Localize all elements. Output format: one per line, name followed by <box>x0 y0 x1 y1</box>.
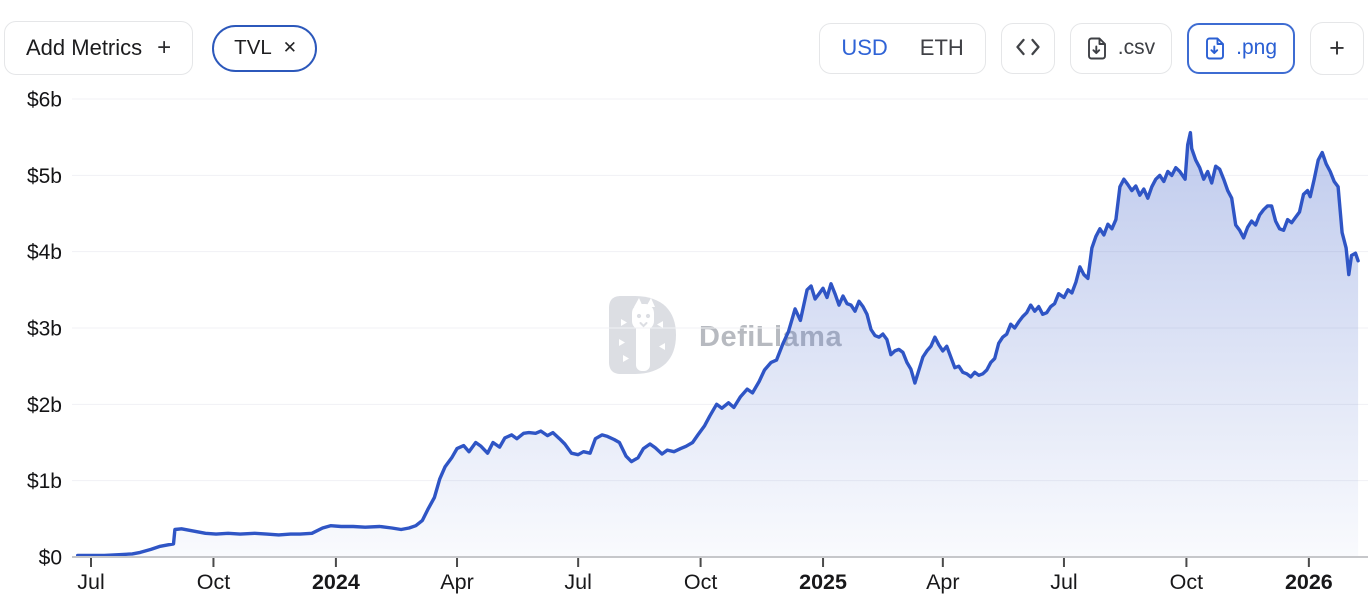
y-axis-tick-label: $0 <box>39 547 62 570</box>
y-axis-tick-label: $3b <box>27 318 62 341</box>
toolbar-right-group: USD ETH . <box>819 21 1364 75</box>
plus-icon: + <box>1329 32 1345 63</box>
embed-chart-button[interactable] <box>1000 22 1055 74</box>
add-metrics-button[interactable]: Add Metrics + <box>4 21 194 75</box>
defillama-logo-icon <box>607 295 677 380</box>
x-axis-tick-label: Jul <box>1050 570 1077 594</box>
x-axis <box>72 556 1368 567</box>
x-axis-tick-label: Apr <box>926 570 959 594</box>
x-axis-tick-label: 2026 <box>1285 570 1333 594</box>
currency-toggle: USD ETH <box>819 22 986 74</box>
x-axis-tick-label: Jul <box>564 570 591 594</box>
y-axis-labels: $0 $1b $2b $3b $4b $5b $6b <box>27 89 62 570</box>
x-axis-tick-label: Jul <box>77 570 104 594</box>
x-axis-tick-label: Oct <box>684 570 717 594</box>
x-axis-labels: Jul Oct 2024 Apr Jul Oct 2025 Apr Jul Oct 2026 <box>77 570 1333 594</box>
y-axis-tick-label: $6b <box>27 89 62 112</box>
png-label: .png <box>1236 36 1277 59</box>
file-download-icon <box>1087 37 1108 60</box>
close-icon[interactable]: ✕ <box>282 38 298 57</box>
x-axis-tick-label: 2025 <box>799 570 847 594</box>
download-png-button[interactable]: .png <box>1187 22 1295 74</box>
toolbar-left-group: Add Metrics + TVL ✕ <box>4 21 318 75</box>
x-axis-tick-label: 2024 <box>312 570 360 594</box>
y-axis-tick-label: $2b <box>27 394 62 417</box>
x-axis-tick-label: Oct <box>1170 570 1203 594</box>
y-axis-tick-label: $4b <box>27 241 62 264</box>
csv-label: .csv <box>1117 36 1156 59</box>
metric-pill-label: TVL <box>234 36 272 59</box>
add-chart-button[interactable]: + <box>1310 21 1364 75</box>
x-axis-tick-label: Apr <box>440 570 473 594</box>
tvl-line <box>76 130 1360 558</box>
plus-icon: + <box>157 34 172 61</box>
x-axis-tick-label: Oct <box>197 570 230 594</box>
add-metrics-label: Add Metrics <box>26 35 143 60</box>
tvl-area-fill <box>77 132 1359 557</box>
metric-pill-tvl[interactable]: TVL ✕ <box>212 24 318 72</box>
tvl-line-path <box>76 130 1360 558</box>
embed-code-icon <box>1015 38 1041 59</box>
chart-toolbar: Add Metrics + TVL ✕ USD ETH <box>0 0 1368 84</box>
currency-eth-button[interactable]: ETH <box>905 35 979 61</box>
y-axis-tick-label: $5b <box>27 165 62 188</box>
currency-usd-button[interactable]: USD <box>826 35 902 61</box>
download-csv-button[interactable]: .csv <box>1069 22 1173 74</box>
y-axis-tick-label: $1b <box>27 470 62 493</box>
file-download-icon <box>1205 37 1226 60</box>
tvl-area-path <box>77 132 1359 557</box>
